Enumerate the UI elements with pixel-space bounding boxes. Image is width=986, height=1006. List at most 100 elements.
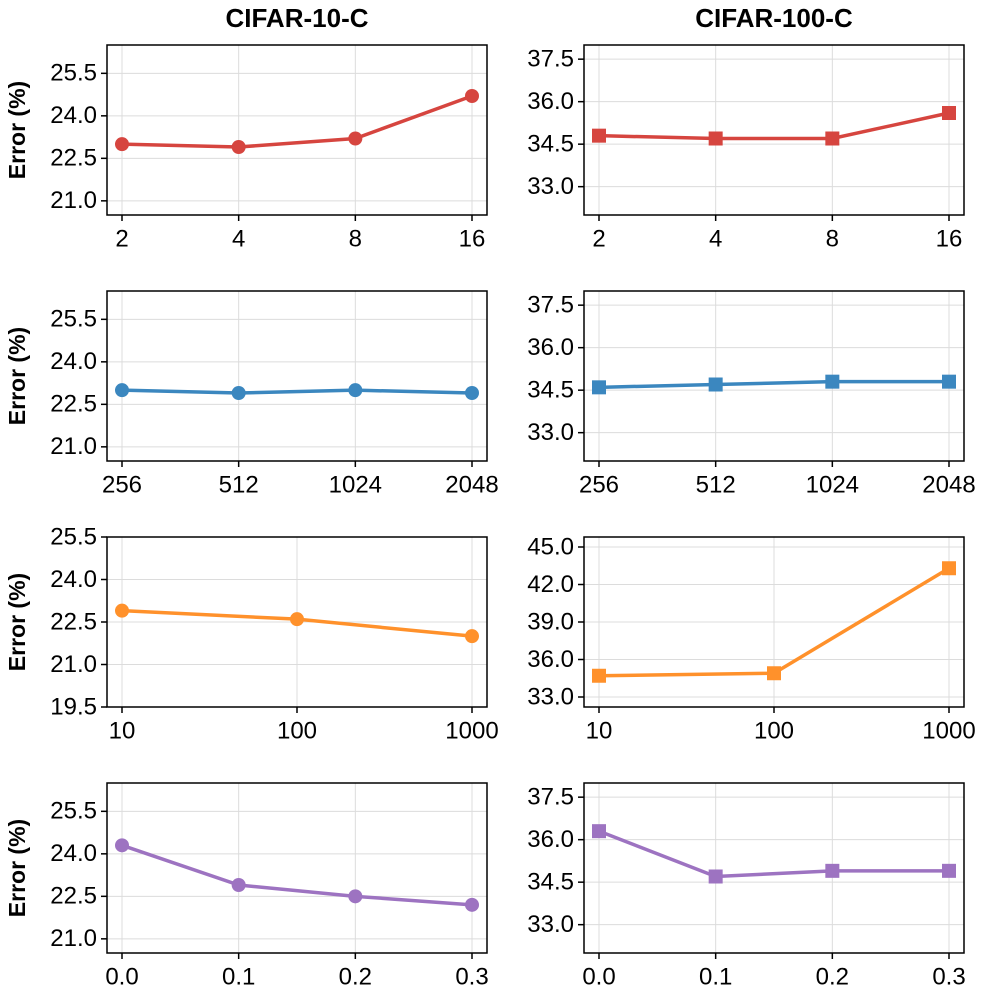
line: [598, 379, 949, 390]
marker: [348, 383, 363, 398]
x-tick-label: 100: [277, 717, 317, 744]
y-tick-label: 34.5: [527, 131, 574, 158]
y-tick-label: 22.5: [50, 145, 97, 172]
y-tick-label: 25.5: [50, 523, 97, 550]
y-tick-label: 19.5: [50, 693, 97, 720]
marker: [348, 131, 363, 146]
axes-frame: [583, 44, 965, 216]
y-tick-label: 37.5: [527, 46, 574, 73]
y-tick-label: 21.0: [50, 925, 97, 952]
x-tick-label: 100: [754, 717, 794, 744]
y-tick-label: 25.5: [50, 798, 97, 825]
y-tick-label: 39.0: [527, 608, 574, 635]
x-tick-label: 2: [592, 225, 605, 252]
y-tick-label: 24.0: [50, 566, 97, 593]
marker: [592, 380, 606, 395]
axes-frame: [106, 536, 488, 708]
marker: [115, 603, 129, 618]
marker: [592, 668, 606, 683]
x-tick-label: 16: [936, 225, 963, 252]
line: [121, 388, 473, 395]
x-tick-label: 10: [109, 717, 136, 744]
marker: [825, 374, 840, 389]
y-tick-label: 36.0: [527, 88, 574, 115]
marker: [115, 137, 129, 152]
y-tick-label: 22.5: [50, 391, 97, 418]
marker: [825, 131, 840, 146]
x-tick-label: 4: [232, 225, 245, 252]
y-tick-label: 24.0: [50, 348, 97, 375]
marker: [231, 386, 246, 400]
marker: [708, 869, 723, 884]
y-tick-label: 21.0: [50, 187, 97, 214]
line: [121, 94, 473, 149]
marker: [708, 131, 723, 146]
x-tick-label: 0.2: [816, 963, 849, 990]
marker: [942, 561, 956, 576]
marker: [465, 897, 479, 912]
y-tick-label: 36.0: [527, 826, 574, 853]
y-tick-label: 21.0: [50, 651, 97, 678]
chart-title: CIFAR-10-C: [225, 3, 368, 33]
y-tick-label: 24.0: [50, 102, 97, 129]
y-axis-label: Error (%): [4, 819, 30, 917]
y-tick-label: 37.5: [527, 292, 574, 319]
line: [598, 111, 950, 141]
y-axis-label: Error (%): [4, 81, 30, 179]
x-tick-label: 8: [349, 225, 362, 252]
axes-frame: [583, 290, 965, 462]
x-tick-label: 1024: [329, 471, 382, 498]
y-tick-label: 33.0: [527, 683, 574, 710]
y-axis-label: Error (%): [4, 327, 30, 425]
marker: [465, 89, 479, 103]
axes-frame: [583, 782, 965, 954]
x-tick-label: 1024: [806, 471, 859, 498]
line: [598, 829, 949, 879]
x-tick-label: 0.3: [932, 963, 965, 990]
x-tick-label: 16: [459, 225, 486, 252]
marker: [592, 824, 606, 839]
axes-frame: [106, 782, 488, 954]
marker: [767, 666, 781, 681]
axes-frame: [106, 44, 488, 216]
marker: [115, 383, 129, 398]
marker: [708, 377, 723, 392]
y-tick-label: 45.0: [527, 533, 574, 560]
marker: [231, 878, 246, 892]
x-tick-label: 0.1: [222, 963, 255, 990]
y-tick-label: 42.0: [527, 571, 574, 598]
axes-frame: [106, 290, 488, 462]
x-tick-label: 512: [696, 471, 736, 498]
marker: [115, 838, 129, 853]
x-tick-label: 1000: [445, 717, 498, 744]
marker: [825, 863, 840, 878]
marker: [942, 374, 956, 389]
y-tick-label: 33.0: [527, 911, 574, 938]
x-tick-label: 512: [219, 471, 259, 498]
marker: [592, 128, 606, 143]
x-tick-label: 0.1: [699, 963, 732, 990]
y-tick-label: 33.0: [527, 419, 574, 446]
x-tick-label: 0.0: [582, 963, 615, 990]
y-tick-label: 21.0: [50, 433, 97, 460]
x-tick-label: 10: [586, 717, 613, 744]
y-tick-label: 34.5: [527, 377, 574, 404]
y-tick-label: 36.0: [527, 646, 574, 673]
x-tick-label: 1000: [922, 717, 975, 744]
x-tick-label: 8: [826, 225, 839, 252]
y-tick-label: 22.5: [50, 883, 97, 910]
x-tick-label: 2048: [445, 471, 498, 498]
x-tick-label: 0.0: [105, 963, 138, 990]
marker: [942, 863, 956, 878]
marker: [465, 386, 479, 400]
x-tick-label: 256: [102, 471, 142, 498]
y-tick-label: 33.0: [527, 173, 574, 200]
y-tick-label: 24.0: [50, 840, 97, 867]
y-tick-label: 22.5: [50, 608, 97, 635]
marker: [942, 106, 956, 120]
x-tick-label: 0.2: [339, 963, 372, 990]
x-tick-label: 2048: [922, 471, 975, 498]
marker: [348, 889, 363, 904]
y-axis-label: Error (%): [4, 573, 30, 671]
